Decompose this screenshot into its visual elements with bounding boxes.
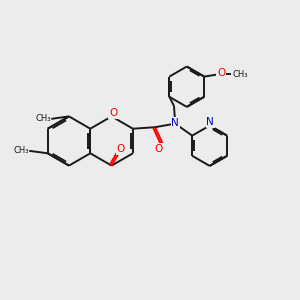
Text: CH₃: CH₃ xyxy=(35,114,51,123)
Text: CH₃: CH₃ xyxy=(232,70,248,79)
Text: CH₃: CH₃ xyxy=(13,146,28,155)
Text: O: O xyxy=(117,144,125,154)
Text: O: O xyxy=(109,108,117,118)
Text: O: O xyxy=(155,144,163,154)
Text: N: N xyxy=(171,118,179,128)
Text: N: N xyxy=(206,117,214,127)
Text: O: O xyxy=(217,68,225,78)
